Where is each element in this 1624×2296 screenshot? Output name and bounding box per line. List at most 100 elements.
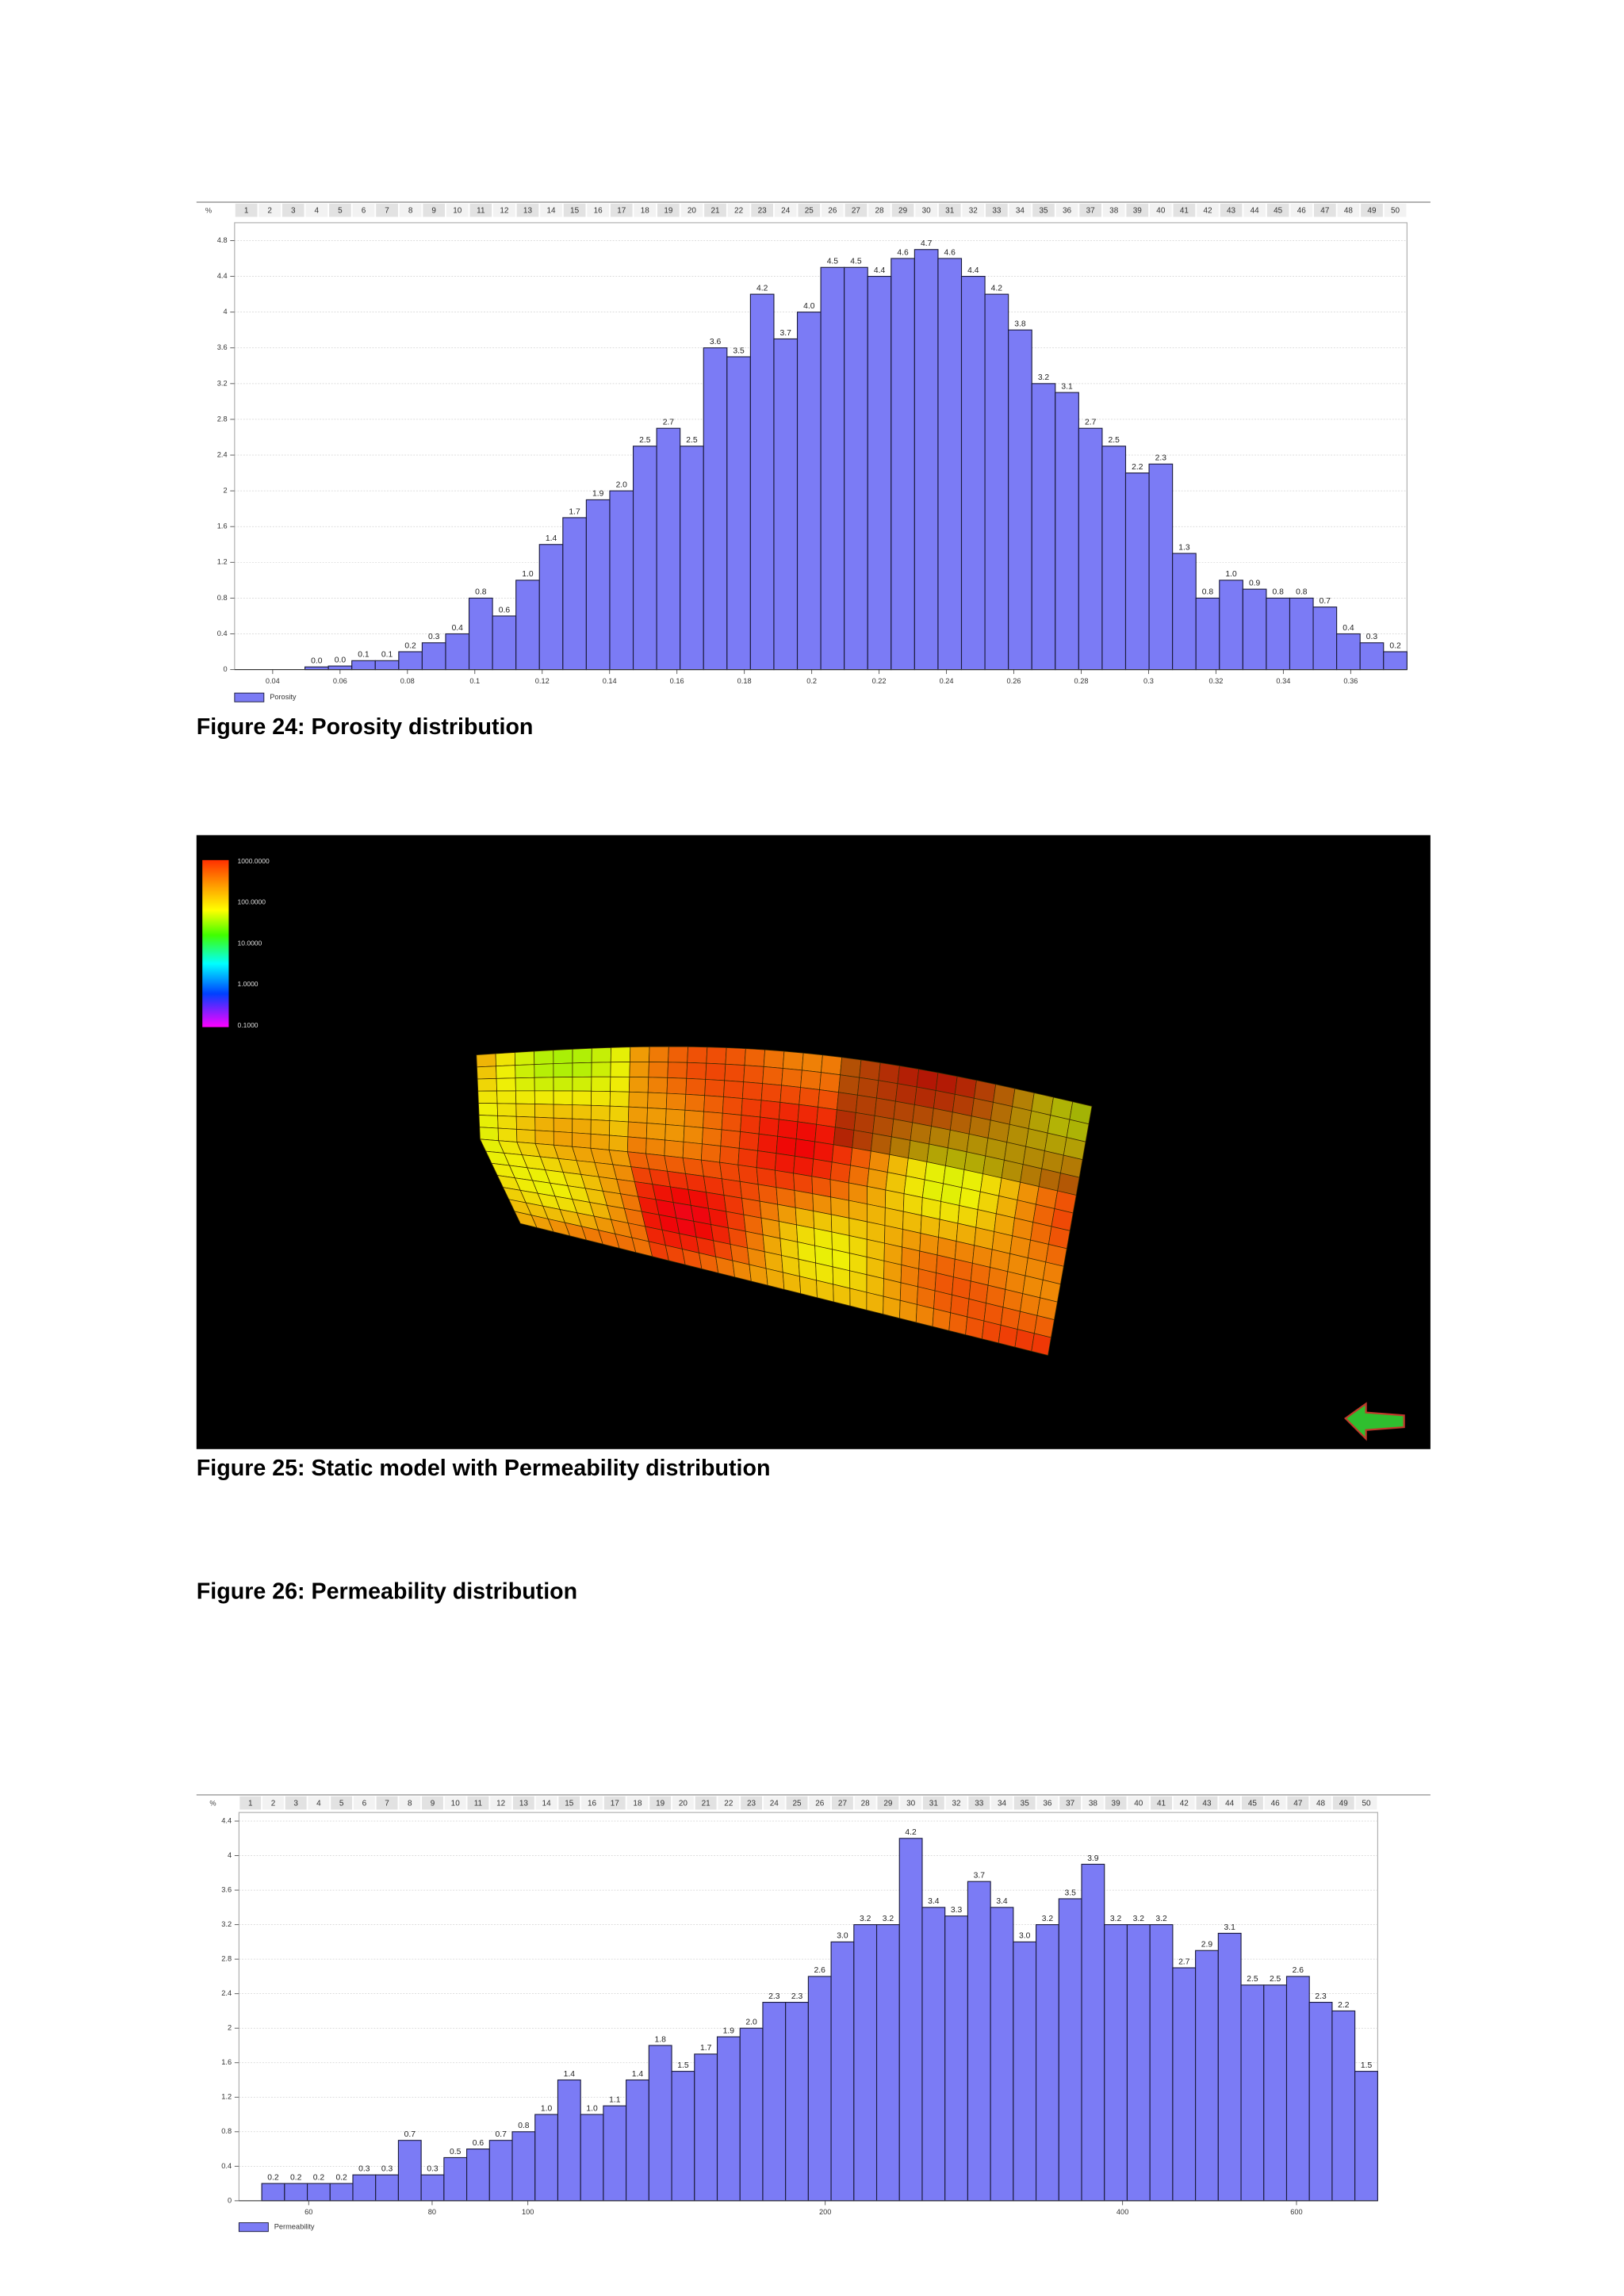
value-label: 0.2 — [335, 2173, 347, 2182]
ruler-cell — [968, 1796, 990, 1810]
ruler-cell — [1128, 1796, 1150, 1810]
y-tick-label: 2 — [223, 487, 227, 495]
value-label: 3.8 — [1014, 320, 1026, 329]
ruler-cell — [962, 203, 985, 217]
bar — [1383, 651, 1408, 671]
value-label: 3.7 — [974, 1872, 986, 1881]
mesh-cell — [743, 1065, 764, 1085]
colorbar-label: 0.1000 — [238, 1021, 259, 1029]
mesh-cell — [915, 1303, 934, 1327]
bar — [1058, 1898, 1082, 2202]
mesh-cell — [628, 1077, 649, 1093]
ruler-label: 23 — [758, 206, 768, 215]
ruler-label: 43 — [1202, 1799, 1212, 1808]
value-label: 0.8 — [1202, 588, 1214, 597]
ruler-label: 3 — [291, 206, 296, 215]
mesh-cell — [665, 1093, 687, 1111]
mesh-cell — [627, 1121, 648, 1139]
ruler-label: 41 — [1180, 206, 1189, 215]
mesh-cell — [515, 1115, 536, 1131]
x-tick-label: 0.18 — [737, 677, 752, 685]
mesh-cell — [744, 1048, 766, 1067]
ruler-label: 3 — [293, 1799, 298, 1808]
value-label: 3.4 — [928, 1897, 940, 1906]
x-tick-label: 600 — [1290, 2208, 1302, 2216]
mesh-cell — [572, 1090, 592, 1106]
caption: Figure 24: Porosity distribution — [197, 714, 534, 740]
value-label: 1.5 — [1361, 2061, 1373, 2070]
mesh-cell — [837, 1092, 858, 1113]
ruler-cell — [490, 1796, 512, 1810]
value-label: 4.2 — [905, 1828, 917, 1837]
bar — [773, 338, 799, 671]
bar — [609, 490, 634, 671]
mesh-cell — [496, 1090, 517, 1104]
ruler-cell — [469, 203, 492, 217]
bar — [1240, 1984, 1265, 2202]
bar — [632, 446, 657, 671]
mesh-cell — [682, 1157, 704, 1177]
ruler-label: 30 — [922, 206, 932, 215]
bar — [534, 2114, 559, 2202]
ruler-label: 6 — [362, 206, 366, 215]
ruler-cell — [695, 1796, 717, 1810]
nav-arrow — [1344, 1402, 1405, 1441]
ruler-label: 50 — [1362, 1799, 1371, 1808]
colorbar-label: 10.0000 — [238, 939, 262, 947]
ruler-label: 29 — [898, 206, 908, 215]
value-label: 0.0 — [335, 656, 347, 664]
ruler-label: 50 — [1391, 206, 1400, 215]
value-label: 0.1 — [358, 651, 370, 660]
mesh-cell — [590, 1133, 610, 1150]
bar — [1359, 642, 1385, 671]
value-label: 4.5 — [827, 258, 839, 266]
mesh-cell — [534, 1063, 554, 1078]
ruler-label: 13 — [519, 1799, 529, 1808]
mesh-cell — [476, 1053, 496, 1068]
mesh-cell — [811, 1158, 833, 1181]
ruler-label: 2 — [271, 1799, 276, 1808]
value-label: 0.8 — [1296, 588, 1308, 597]
bar — [830, 1941, 855, 2202]
ruler-label: 24 — [781, 206, 791, 215]
mesh-cell — [859, 1059, 881, 1081]
ruler-cell — [877, 1796, 899, 1810]
ruler-label: 8 — [408, 1799, 412, 1808]
bar — [960, 276, 986, 671]
y-tick-label: 4 — [228, 1851, 232, 1859]
ruler-cell — [1009, 203, 1032, 217]
ruler-cell — [1173, 1796, 1195, 1810]
value-label: 3.2 — [1155, 1915, 1167, 1923]
bar — [1285, 1976, 1310, 2202]
ruler-cell — [1310, 1796, 1332, 1810]
mesh-cell — [572, 1062, 592, 1077]
bar — [1104, 1924, 1128, 2202]
mesh-cell — [534, 1077, 554, 1092]
ruler-cell — [1290, 203, 1313, 217]
x-tick-label: 400 — [1116, 2208, 1128, 2216]
bar — [1148, 463, 1174, 671]
mesh-cell — [534, 1116, 554, 1132]
ruler-cell — [563, 203, 586, 217]
mesh-cell — [738, 1131, 760, 1151]
bar — [671, 2071, 695, 2202]
ruler-cell — [262, 1796, 284, 1810]
ruler-label: 12 — [500, 206, 509, 215]
bar — [1263, 1984, 1288, 2202]
ruler-cell — [1032, 203, 1055, 217]
value-label: 1.7 — [569, 507, 580, 516]
ruler-label: 44 — [1251, 206, 1260, 215]
mesh-cell — [818, 1089, 839, 1111]
x-tick-label: 0.04 — [266, 677, 280, 685]
ruler-label: 32 — [969, 206, 979, 215]
bar — [967, 1881, 991, 2202]
ruler-label: 39 — [1112, 1799, 1121, 1808]
ruler-cell — [832, 1796, 853, 1810]
y-tick-label: 2 — [228, 2024, 232, 2032]
value-label: 4.6 — [897, 248, 909, 257]
mesh-cell — [793, 1155, 814, 1177]
bar — [511, 2131, 536, 2202]
ruler-label: 9 — [431, 206, 436, 215]
value-label: 3.2 — [1042, 1915, 1054, 1923]
value-label: 4.4 — [874, 266, 886, 275]
